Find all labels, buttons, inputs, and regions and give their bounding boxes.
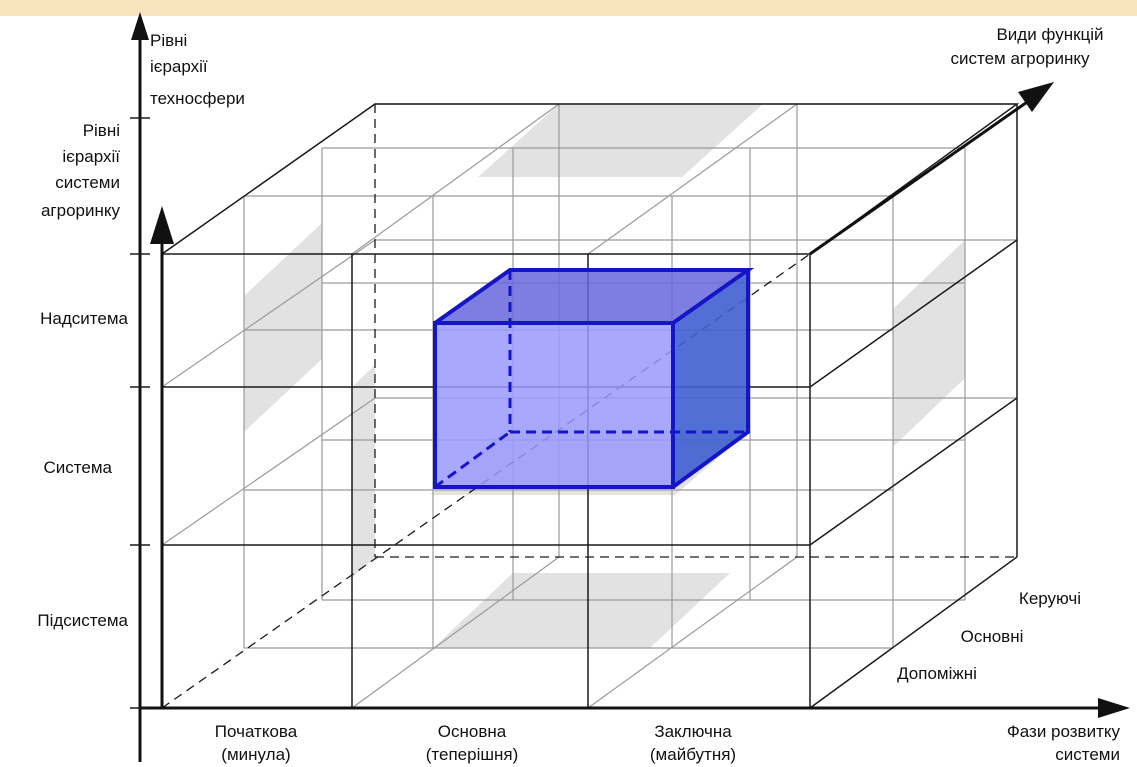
y-sublevel-title-line: агроринку [41,201,121,220]
function-label-main: Основні [961,627,1024,646]
phase-label-main: Основна [438,722,507,741]
grid-line [351,103,560,255]
right-level-edge [809,397,1018,546]
top-back-edge [161,103,1020,255]
grid-line [351,556,560,709]
y-axis-title-line: Рівні [150,31,187,50]
y-axis-title-line: техносфери [150,89,245,108]
phase-label-initial: Початкова [215,722,298,741]
y-axis-arrow-icon [131,12,149,40]
z-axis [809,98,1031,256]
function-label-control: Керуючі [1019,589,1081,608]
y-sublevel-title-line: системи [55,173,120,192]
cube-side-outline [671,270,750,489]
z-axis-title: Види функцій систем агроринку [951,25,1104,68]
right-level-edge [809,239,1018,388]
phase-labels: Початкова (минула) Основна (теперішня) З… [215,722,736,764]
z-axis-title-line: Види функцій [996,25,1103,44]
level-label-supersystem: Надситема [40,309,128,328]
x-axis-title: Фази розвитку системи [1007,722,1121,764]
function-label-auxiliary: Допоміжні [897,664,977,683]
y-axis-title: Рівні ієрархії техносфери [150,31,245,108]
level-labels: Надситема Система Підсистема [37,309,128,630]
cube-top-outline [433,268,755,325]
watermark-band [0,0,1137,16]
phase-label-main-sub: (теперішня) [426,745,519,764]
shade-top-back [478,104,763,177]
y-sublevel-title-line: Рівні [83,121,120,140]
x-axis-arrow-icon [1098,698,1130,718]
phase-label-final-sub: (майбутня) [650,745,736,764]
z-axis-arrow-icon [1018,82,1054,112]
y-axis-title-line: ієрархії [150,57,208,76]
grid-line [587,556,798,709]
grid-line [161,397,376,546]
level-label-subsystem: Підсистема [37,611,128,630]
phase-label-initial-sub: (минула) [221,745,290,764]
y-axis-agromarket-arrow-icon [150,206,174,244]
grid-line [587,103,798,255]
shade-bottom [433,573,730,648]
y-sublevel-title: Рівні ієрархії системи агроринку [41,121,121,220]
cube-front-face [435,323,673,487]
axes [130,12,1130,762]
y-sublevel-title-line: ієрархії [62,147,120,166]
phase-label-final: Заключна [654,722,732,741]
function-labels: Керуючі Основні Допоміжні [897,589,1081,683]
shade-left-middle [352,365,375,578]
z-axis-title-line: систем агроринку [951,49,1090,68]
right-bottom-edge [809,556,1018,709]
cube-top-face [435,270,748,323]
level-label-system: Система [44,458,113,477]
grid-line [161,239,376,388]
shade-right-upper [893,240,965,447]
x-axis-title-line: системи [1055,745,1120,764]
highlighted-cell-cube [433,268,755,489]
x-axis-title-line: Фази розвитку [1007,722,1121,741]
shade-left-upper [244,223,322,432]
